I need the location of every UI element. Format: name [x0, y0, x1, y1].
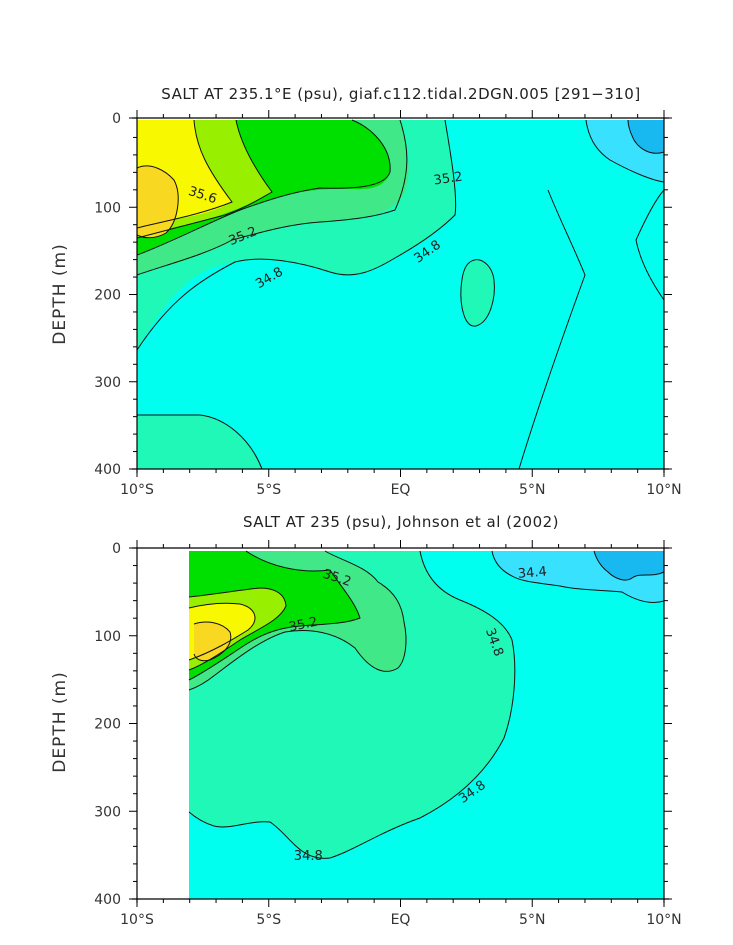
p1-xtick-label: 5°N	[519, 482, 545, 498]
p1-xtick-label: 10°N	[646, 482, 681, 498]
p2-line-35.2	[188, 550, 361, 681]
panel2-fill-layer	[189, 551, 664, 899]
p2-ytick-label: 300	[94, 804, 121, 820]
p2-xtick-label: EQ	[391, 912, 411, 928]
panel2-contour-lines	[188, 550, 665, 859]
p2-xtick-label: 5°S	[256, 912, 281, 928]
p1-xtick-label: 5°S	[256, 482, 281, 498]
p1-line-34.4	[627, 119, 665, 154]
p1-region-above-35.8	[137, 165, 179, 238]
p2-line-34.4	[593, 550, 665, 581]
panel-model: SALT AT 235.1°E (psu), giaf.c112.tidal.2…	[50, 85, 682, 498]
p1-ytick-label: 100	[94, 200, 121, 216]
p2-xtick-label: 10°S	[120, 912, 154, 928]
p2-xtick-label: 10°N	[646, 912, 681, 928]
p2-line-34.8	[188, 550, 516, 859]
p2-contour-label-text: 35.2	[288, 615, 319, 636]
p2-ytick-label: 100	[94, 629, 121, 645]
p1-line-35.8	[136, 165, 179, 239]
p1-xtick-label: 10°S	[120, 482, 154, 498]
p2-contour-label: 35.2	[288, 615, 319, 636]
p2-contour-label-text: 34.8	[294, 849, 323, 864]
p2-region-above-35.8	[194, 622, 231, 661]
p1-ytick-label: 0	[112, 111, 121, 127]
p2-contour-label: 34.4	[517, 564, 547, 581]
p1-region-34.8-35.0-eddy	[460, 259, 495, 327]
p2-ytick-label: 0	[112, 541, 121, 557]
p1-contour-label-text: 35.2	[433, 170, 464, 189]
p1-line-35.6	[136, 119, 233, 229]
p2-line-35.6	[188, 602, 256, 661]
p2-region-below-34.4	[594, 551, 664, 581]
p1-line-deep	[137, 414, 263, 470]
p2-ytick-label: 400	[94, 892, 121, 908]
p2-contour-label: 34.8	[294, 849, 323, 864]
p2-line-35.4	[188, 587, 287, 671]
p1-ytick-label: 200	[94, 288, 121, 304]
p1-line-east-a	[518, 189, 586, 470]
p1-xtick-label: EQ	[391, 482, 411, 498]
panel2-axes: 10°S 5°S EQ 5°N 10°N 0 100 200 300 400	[94, 540, 682, 928]
p2-contour-label-text: 34.4	[517, 564, 547, 581]
panel2-title: SALT AT 235 (psu), Johnson et al (2002)	[243, 513, 559, 531]
p1-region-below-34.4	[628, 120, 664, 154]
p1-ytick-label: 400	[94, 462, 121, 478]
p2-line-35.8	[193, 621, 232, 662]
p1-ytick-label: 300	[94, 375, 121, 391]
p1-line-34.8-west	[136, 119, 457, 351]
p1-line-35.4	[136, 119, 273, 239]
p2-line-35.0	[188, 550, 407, 691]
p2-xtick-label: 5°N	[519, 912, 545, 928]
p2-line-34.6	[491, 550, 665, 603]
panel2-ylabel: DEPTH (m)	[50, 671, 70, 772]
panel1-axes: 10°S 5°S EQ 5°N 10°N 0 100 200 300 400	[94, 110, 682, 498]
panel1-fill-layer	[137, 120, 664, 469]
p1-line-east-b	[635, 189, 665, 301]
p1-line-34.6	[585, 119, 665, 183]
p1-contour-label: 35.2	[433, 170, 464, 189]
p1-line-35.2	[136, 119, 391, 256]
panel1-contour-lines	[136, 119, 665, 470]
panel1-ylabel: DEPTH (m)	[50, 243, 70, 344]
p1-region-deep-34.8	[137, 415, 262, 469]
panel-johnson: SALT AT 235 (psu), Johnson et al (2002) …	[50, 513, 682, 928]
p2-ytick-label: 200	[94, 717, 121, 733]
panel1-title: SALT AT 235.1°E (psu), giaf.c112.tidal.2…	[161, 85, 640, 103]
p1-line-35.0	[136, 119, 408, 276]
p1-line-eddy	[460, 259, 495, 327]
